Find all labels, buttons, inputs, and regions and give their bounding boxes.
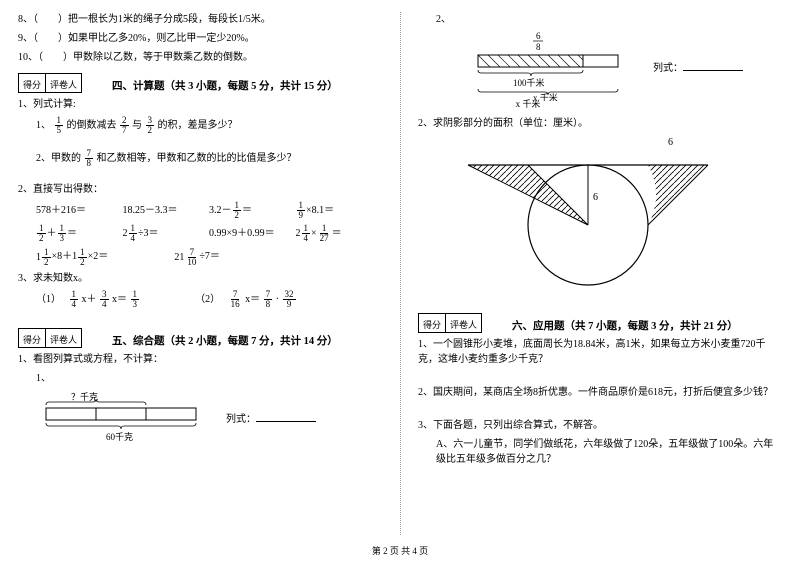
page-footer: 第 2 页 共 4 页 <box>0 544 800 557</box>
eqn-row: （1） 14 x＋ 34 x＝ 13 （2） 716 x＝ 78 · 329 <box>18 290 382 309</box>
s5-1: 1、看图列算式或方程，不计算： <box>18 352 382 367</box>
eq: 3.2－12＝ <box>209 201 296 220</box>
eq: 214÷3＝ <box>123 224 210 243</box>
s6-3a: A、六一儿童节，同学们做纸花，六年级做了120朵，五年级做了100朵。六年级比五… <box>418 437 782 467</box>
s4-1-1: 1、 15 的倒数减去 27 与 32 的积，差是多少？ <box>18 116 382 135</box>
q10: 10、（ ）甲数除以乙数，等于甲数乘乙数的倒数。 <box>18 50 382 65</box>
s4-3: 3、求未知数x。 <box>18 271 382 286</box>
q9: 9、（ ）如果甲比乙多20%，则乙比甲一定少20%。 <box>18 31 382 46</box>
text: 2、甲数的 <box>36 153 81 164</box>
section-5-title: 五、综合题（共 2 小题，每题 7 分，共计 14 分） <box>112 333 338 348</box>
blank <box>683 61 743 71</box>
eqn1: （1） 14 x＋ 34 x＝ 13 <box>36 290 195 309</box>
left-column: 8、（ ）把一根长为1米的绳子分成5段，每段长1/5米。 9、（ ）如果甲比乙多… <box>0 0 400 565</box>
eq-row1: 578＋216＝ 18.25－3.3＝ 3.2－12＝ 19×8.1＝ <box>18 201 382 220</box>
s6-1: 1、一个圆锥形小麦堆，底面周长为18.84米，高1米，如果每立方米小麦重720千… <box>418 337 782 367</box>
eq: 112×8＋112×2＝ <box>36 247 174 266</box>
s5-2: 2、求阴影部分的面积（单位：厘米）。 <box>418 116 782 131</box>
eq-row2: 12＋13＝ 214÷3＝ 0.99×9＋0.99＝ 214×127＝ <box>18 224 382 243</box>
circle-diagram: 6 6 <box>418 135 782 305</box>
svg-text:6: 6 <box>536 31 541 41</box>
top-label: ？千克 <box>71 392 98 402</box>
text: 的积，差是多少？ <box>158 120 238 131</box>
s4-1: 1、列式计算: <box>18 97 382 112</box>
q8: 8、（ ）把一根长为1米的绳子分成5段，每段长1/5米。 <box>18 12 382 27</box>
score-cell: 得分 <box>418 313 446 333</box>
eq: 12＋13＝ <box>36 224 123 243</box>
eq: 0.99×9＋0.99＝ <box>209 224 296 243</box>
right-column: 2、 6 8 100千米 x 千米 列式： x 千米 2、求阴影部分的面积（单位… <box>400 0 800 565</box>
text: 1、 <box>36 120 51 131</box>
formula-label: 列式： <box>653 59 683 74</box>
text: 和乙数相等，甲数和乙数的比的比值是多少？ <box>97 153 297 164</box>
grader-cell: 评卷人 <box>46 328 82 348</box>
text: 的倒数减去 <box>67 120 117 131</box>
eq: 214×127＝ <box>296 224 383 243</box>
diagram-1: ？千克 60千克 列式： <box>18 390 382 445</box>
s4-2: 2、直接写出得数： <box>18 182 382 197</box>
score-box-6: 得分 评卷人 六、应用题（共 7 小题，每题 3 分，共计 21 分） <box>418 313 782 333</box>
eq: 18.25－3.3＝ <box>123 201 210 220</box>
svg-text:8: 8 <box>536 42 541 52</box>
grader-cell: 评卷人 <box>46 73 82 93</box>
eq: 21710÷7＝ <box>174 247 261 266</box>
section-4-title: 四、计算题（共 3 小题，每题 5 分，共计 15 分） <box>112 78 338 93</box>
eqn2: （2） 716 x＝ 78 · 329 <box>195 290 296 309</box>
formula-label: 列式： <box>226 410 256 425</box>
radius-6: 6 <box>593 192 598 203</box>
bottom-label: 60千克 <box>106 432 133 442</box>
score-cell: 得分 <box>18 328 46 348</box>
score-box-5: 得分 评卷人 五、综合题（共 2 小题，每题 7 分，共计 14 分） <box>18 328 382 348</box>
bar-diagram-2: 6 8 100千米 x 千米 <box>458 31 638 101</box>
s6-2: 2、国庆期间，某商店全场8折优惠。一件商品原价是618元，打折后便宜多少钱？ <box>418 385 782 400</box>
blank <box>256 412 316 422</box>
s5-1-1: 1、 <box>18 371 382 386</box>
s4-1-2: 2、甲数的 78 和乙数相等，甲数和乙数的比的比值是多少？ <box>18 149 382 168</box>
eq: 19×8.1＝ <box>296 201 383 220</box>
top-6: 6 <box>668 137 673 148</box>
section-6-title: 六、应用题（共 7 小题，每题 3 分，共计 21 分） <box>512 318 738 333</box>
grader-cell: 评卷人 <box>446 313 482 333</box>
svg-text:100千米: 100千米 <box>513 77 545 88</box>
eq-row3: 112×8＋112×2＝ 21710÷7＝ <box>18 247 382 266</box>
bar-diagram-1: ？千克 60千克 <box>36 390 206 445</box>
score-box-4: 得分 评卷人 四、计算题（共 3 小题，每题 5 分，共计 15 分） <box>18 73 382 93</box>
eq: 578＋216＝ <box>36 201 123 220</box>
text: 与 <box>132 120 142 131</box>
s5-1-2: 2、 <box>418 12 782 27</box>
s6-3: 3、下面各题，只列出综合算式，不解答。 <box>418 418 782 433</box>
diagram-2: 6 8 100千米 x 千米 列式： <box>418 31 782 101</box>
score-cell: 得分 <box>18 73 46 93</box>
shaded-circle: 6 6 <box>458 135 718 305</box>
